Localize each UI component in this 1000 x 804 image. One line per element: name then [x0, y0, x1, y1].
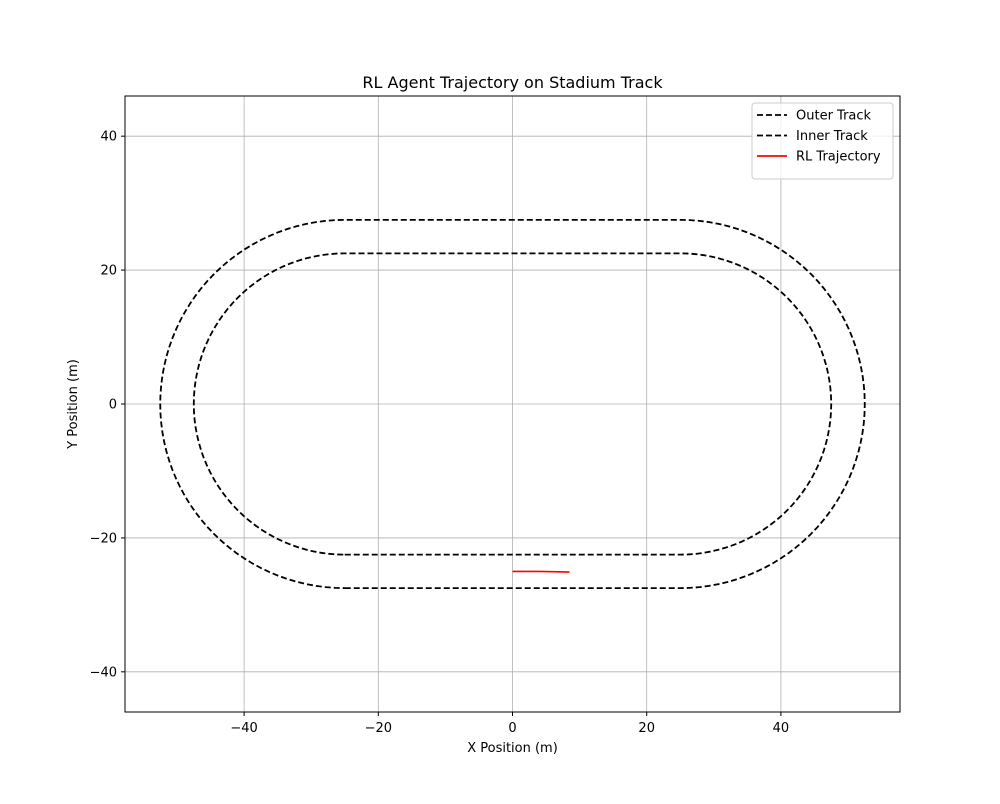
- grid: [125, 96, 900, 712]
- legend-label: Outer Track: [796, 109, 872, 124]
- plot-series: [159, 218, 866, 590]
- y-tick-label: −40: [90, 665, 117, 680]
- legend-label: Inner Track: [796, 129, 868, 144]
- y-tick-label: −20: [90, 531, 117, 546]
- y-tick-label: 20: [100, 264, 117, 279]
- legend: Outer Track Inner Track RL Trajectory: [751, 102, 894, 180]
- series-line-inner-track: [192, 252, 833, 556]
- x-tick-label: 20: [638, 721, 655, 736]
- series-line-rl-trajectory: [512, 570, 570, 573]
- series-line-outer-track: [159, 218, 866, 590]
- x-tick-label: −20: [365, 721, 392, 736]
- legend-label: RL Trajectory: [796, 150, 881, 165]
- legend-box: [751, 102, 894, 180]
- y-tick-label: 0: [109, 398, 117, 413]
- x-axis-label: X Position (m): [467, 741, 558, 756]
- y-axis-label: Y Position (m): [66, 359, 81, 450]
- x-tick-label: −40: [230, 721, 257, 736]
- chart-title: RL Agent Trajectory on Stadium Track: [362, 73, 663, 92]
- x-tick-label: 0: [508, 721, 516, 736]
- axis-ticks: −40 −20 0 20 40 −40 −20 0 20 40: [90, 130, 790, 736]
- y-tick-label: 40: [100, 130, 117, 145]
- x-tick-label: 40: [773, 721, 790, 736]
